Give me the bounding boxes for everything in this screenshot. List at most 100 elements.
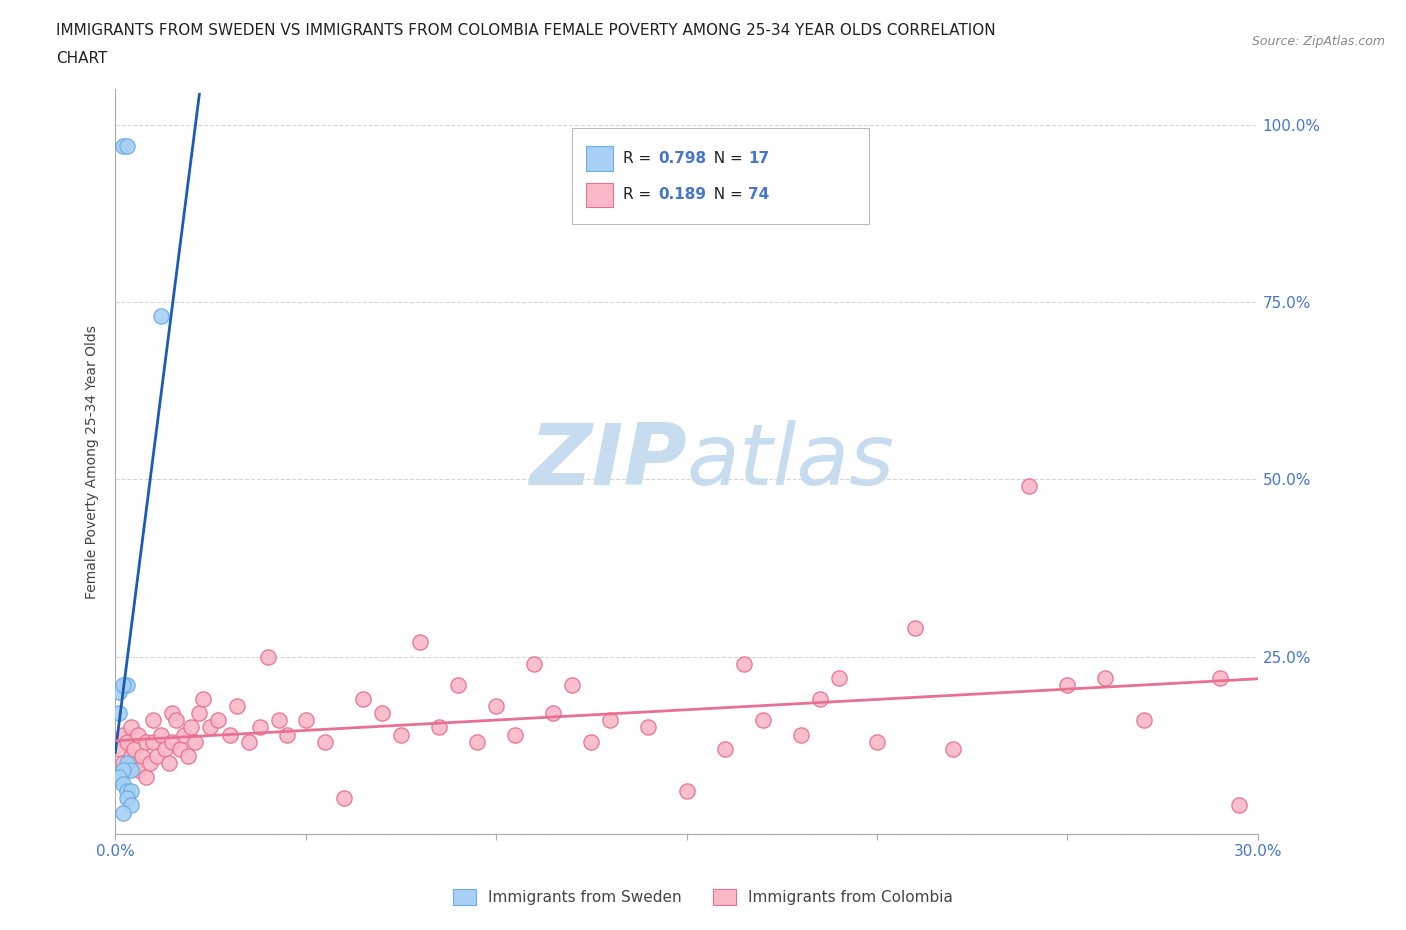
Point (561, 677, 583, 692)
Point (124, 755, 146, 770)
Point (111, 805, 134, 820)
Point (115, 677, 138, 692)
Point (256, 649, 278, 664)
Point (713, 741, 735, 756)
Point (180, 720, 202, 735)
Point (162, 734, 184, 749)
Point (120, 763, 142, 777)
Text: IMMIGRANTS FROM SWEDEN VS IMMIGRANTS FROM COLOMBIA FEMALE POVERTY AMONG 25-34 YE: IMMIGRANTS FROM SWEDEN VS IMMIGRANTS FRO… (56, 23, 995, 38)
Text: 17: 17 (748, 152, 769, 166)
Point (111, 777, 134, 791)
Point (541, 706, 564, 721)
Point (200, 720, 222, 735)
Legend: Immigrants from Sweden, Immigrants from Colombia: Immigrants from Sweden, Immigrants from … (446, 882, 960, 913)
Point (115, 755, 138, 770)
Point (808, 692, 831, 707)
Point (108, 770, 131, 785)
Point (503, 727, 526, 742)
Point (828, 671, 851, 685)
Point (111, 755, 134, 770)
Point (138, 755, 160, 770)
Text: 0.798: 0.798 (658, 152, 707, 166)
Point (127, 763, 149, 777)
Point (188, 706, 211, 721)
Point (294, 713, 316, 728)
Point (1056, 677, 1078, 692)
Point (267, 713, 290, 728)
Point (157, 755, 180, 770)
Point (733, 657, 755, 671)
Point (127, 727, 149, 742)
Point (149, 309, 172, 324)
Point (115, 763, 138, 777)
Point (1132, 713, 1154, 728)
Point (111, 727, 134, 742)
Point (218, 727, 240, 742)
Point (165, 713, 187, 728)
Point (146, 749, 169, 764)
Text: atlas: atlas (686, 420, 894, 503)
Point (314, 734, 336, 749)
Point (120, 749, 142, 764)
Point (409, 635, 432, 650)
Point (153, 741, 176, 756)
Point (276, 727, 298, 742)
Point (447, 677, 470, 692)
Point (523, 657, 546, 671)
Point (135, 770, 157, 785)
Point (751, 713, 773, 728)
Point (124, 741, 146, 756)
Point (108, 684, 131, 699)
Point (866, 734, 889, 749)
Point (942, 741, 965, 756)
Point (120, 784, 142, 799)
Point (184, 734, 207, 749)
Point (111, 677, 134, 692)
Point (1094, 671, 1116, 685)
Point (352, 692, 374, 707)
Point (162, 706, 184, 721)
Point (115, 790, 138, 805)
Point (249, 720, 271, 735)
Point (111, 763, 134, 777)
Text: 74: 74 (748, 188, 769, 203)
Point (115, 139, 138, 153)
Point (637, 720, 659, 735)
Point (115, 734, 138, 749)
Y-axis label: Female Poverty Among 25-34 Year Olds: Female Poverty Among 25-34 Year Olds (86, 325, 100, 599)
Text: R =: R = (623, 188, 655, 203)
Text: ZIP: ZIP (529, 420, 686, 503)
Point (389, 727, 412, 742)
Point (149, 727, 172, 742)
Point (191, 692, 214, 707)
Text: N =: N = (704, 188, 748, 203)
Point (111, 139, 134, 153)
Point (135, 734, 157, 749)
Point (115, 784, 138, 799)
Point (108, 741, 131, 756)
Point (169, 741, 191, 756)
Point (1209, 671, 1232, 685)
Point (904, 620, 927, 635)
Point (1018, 479, 1040, 494)
Text: CHART: CHART (56, 51, 108, 66)
Point (333, 790, 356, 805)
Point (675, 784, 697, 799)
Point (108, 706, 131, 721)
Point (1227, 798, 1250, 813)
Text: Source: ZipAtlas.com: Source: ZipAtlas.com (1251, 35, 1385, 48)
Point (176, 749, 198, 764)
Point (120, 720, 142, 735)
Point (226, 698, 249, 713)
Point (599, 713, 621, 728)
Point (427, 720, 450, 735)
Point (173, 727, 195, 742)
Point (131, 749, 153, 764)
Point (207, 713, 229, 728)
Point (142, 734, 165, 749)
Point (465, 734, 488, 749)
Text: 0.189: 0.189 (658, 188, 706, 203)
Point (371, 706, 394, 721)
Point (238, 734, 260, 749)
Text: N =: N = (704, 152, 748, 166)
